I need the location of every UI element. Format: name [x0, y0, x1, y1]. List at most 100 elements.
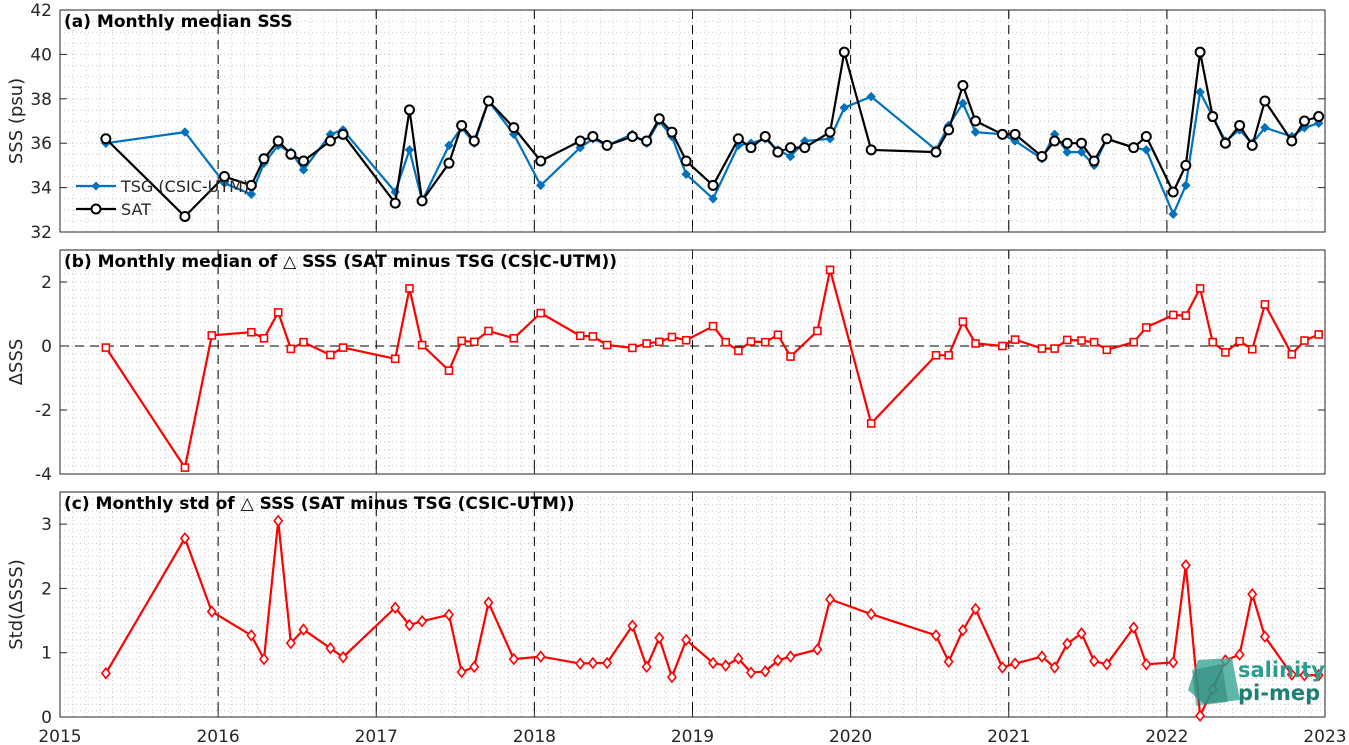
data-point [601, 139, 613, 151]
data-point [970, 127, 981, 137]
data-point [259, 334, 269, 343]
data-point [1089, 337, 1099, 347]
legend: TSG (CSIC-UTM) SAT [76, 177, 249, 219]
data-point [456, 665, 467, 679]
data-point [732, 133, 744, 145]
data-point [824, 126, 836, 138]
data-point [813, 326, 822, 336]
data-point [325, 641, 336, 655]
data-point [245, 179, 257, 191]
data-point [469, 660, 480, 674]
y-tick-label: 40 [30, 45, 52, 65]
data-point [272, 135, 284, 147]
data-point [944, 350, 953, 360]
data-point [866, 91, 877, 102]
panel-title: (b) Monthly median of △ SSS (SAT minus T… [64, 252, 617, 272]
data-point [931, 350, 941, 360]
data-point [825, 265, 835, 275]
data-point [680, 155, 692, 167]
y-tick-label: 38 [30, 90, 52, 110]
data-point [1286, 135, 1298, 147]
y-tick-label: -4 [35, 465, 52, 485]
data-point [720, 659, 731, 672]
data-point [246, 629, 257, 642]
data-point [180, 127, 190, 137]
data-point [930, 146, 942, 158]
logo-line1: salinity [1238, 658, 1325, 682]
data-point [1286, 668, 1297, 681]
data-point [247, 327, 256, 337]
y-axis-label: ΔSSS [6, 339, 27, 386]
data-point [1259, 630, 1270, 643]
y-tick-label: -2 [35, 401, 52, 421]
data-point [1298, 115, 1310, 127]
data-point [101, 343, 111, 352]
data-point [1167, 186, 1179, 198]
data-point [179, 532, 190, 545]
data-point [1221, 348, 1230, 357]
data-point [587, 656, 598, 670]
data-point [628, 343, 637, 353]
data-point [1101, 658, 1112, 671]
legend-marker [90, 203, 102, 215]
data-point [708, 656, 719, 670]
data-point [1299, 668, 1310, 682]
data-point [772, 654, 783, 667]
data-point [535, 180, 546, 191]
data-point [324, 135, 336, 147]
data-point [1140, 131, 1152, 143]
data-point [785, 142, 797, 154]
data-point [299, 337, 308, 347]
data-point [416, 195, 428, 207]
data-point [666, 126, 678, 138]
data-point [642, 339, 651, 348]
data-point [100, 667, 111, 680]
data-point [1180, 180, 1191, 191]
logo-mark-shadow [1192, 664, 1228, 706]
panel-c: 0 1 2 3 2015 2016 2017 2018 2019 2020 2021 2022 2023… [6, 491, 1347, 745]
data-point [509, 334, 519, 343]
data-point [943, 124, 955, 136]
data-point [404, 145, 415, 155]
data-point [483, 596, 494, 609]
data-point [812, 643, 823, 656]
data-point [100, 133, 112, 145]
data-point [326, 350, 335, 360]
x-tick-label: 2021 [987, 727, 1030, 745]
data-point [1195, 284, 1205, 293]
data-point [970, 115, 982, 127]
data-point [1062, 637, 1073, 650]
data-point [825, 593, 836, 606]
data-point [654, 337, 664, 347]
data-point [1129, 337, 1138, 347]
logo-line2: pi-mep [1238, 681, 1320, 705]
data-point [285, 148, 297, 160]
legend-marker [91, 181, 101, 191]
data-point [1194, 46, 1206, 58]
data-point [417, 340, 427, 350]
data-point [1009, 128, 1021, 140]
data-point [838, 46, 850, 58]
data-point [1313, 111, 1325, 123]
data-point [508, 122, 520, 134]
data-point [773, 330, 783, 340]
data-point [483, 95, 495, 107]
data-point [602, 340, 612, 350]
data-point [707, 179, 719, 191]
data-point [970, 602, 981, 616]
legend-label: SAT [121, 200, 151, 219]
data-point [1102, 345, 1112, 355]
data-point [1076, 627, 1087, 640]
data-point [588, 332, 598, 341]
data-point [484, 326, 493, 336]
data-point [298, 155, 310, 167]
legend-label: TSG (CSIC-UTM) [120, 177, 249, 196]
data-point [866, 419, 876, 428]
data-point [627, 619, 638, 632]
data-point [246, 189, 257, 200]
data-point [535, 650, 546, 663]
data-point [997, 661, 1008, 674]
panel-title: (a) Monthly median SSS [64, 12, 293, 32]
data-point [390, 354, 400, 364]
data-point [179, 210, 191, 222]
